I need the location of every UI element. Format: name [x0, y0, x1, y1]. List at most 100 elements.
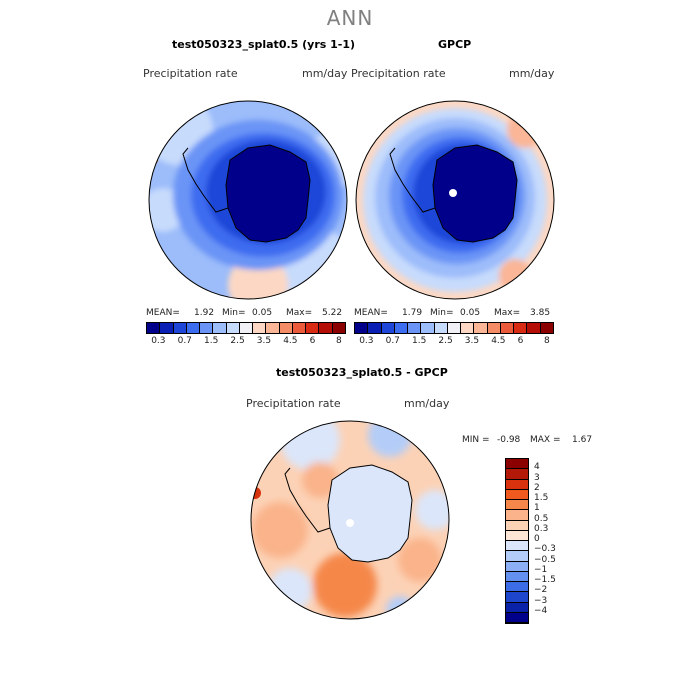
colorbar-swatch [527, 323, 541, 333]
colorbar-swatch [506, 571, 528, 582]
panel1-max-label: Max= [286, 308, 313, 318]
colorbar-tick-label: 8 [336, 336, 342, 346]
panel3-title: test050323_splat0.5 - GPCP [276, 366, 448, 379]
colorbar-swatch [474, 323, 488, 333]
panel1-min-value: 0.05 [252, 308, 273, 318]
colorbar-tick-label: 0.3 [151, 336, 166, 346]
colorbar-tick-label: 1.5 [534, 493, 549, 503]
colorbar-swatch [355, 323, 369, 333]
colorbar-swatch [279, 323, 293, 333]
colorbar-swatch [368, 323, 382, 333]
colorbar-tick-label: 3.5 [256, 336, 272, 346]
panel3-max-label: MAX = [530, 435, 561, 445]
panel3-colorbar [505, 458, 529, 624]
panel2-max-value: 3.85 [530, 308, 551, 318]
colorbar-swatch [226, 323, 240, 333]
colorbar-swatch [306, 323, 320, 333]
panel2-max-label: Max= [494, 308, 521, 318]
colorbar-swatch [408, 323, 422, 333]
colorbar-swatch [506, 479, 528, 490]
colorbar-swatch [506, 551, 528, 562]
colorbar-tick-label: 0.3 [534, 523, 549, 534]
colorbar-swatch [447, 323, 462, 333]
colorbar-swatch [434, 323, 448, 333]
panel3-min-value: -0.98 [497, 435, 521, 445]
colorbar-tick-label: 2 [534, 482, 540, 493]
colorbar-swatch [506, 520, 528, 531]
colorbar-tick-label: 6 [309, 336, 316, 346]
colorbar-swatch [147, 323, 161, 333]
colorbar-swatch [239, 323, 254, 333]
colorbar-tick-label: −0.5 [534, 554, 556, 565]
colorbar-swatch [506, 561, 528, 572]
panel2-mean-value: 1.79 [402, 308, 423, 318]
colorbar-tick-label: −1.5 [534, 575, 556, 585]
colorbar-swatch [514, 323, 528, 333]
colorbar-swatch [506, 612, 528, 623]
colorbar-swatch [506, 530, 528, 541]
colorbar-swatch [381, 323, 395, 333]
colorbar-swatch [506, 459, 528, 470]
panel2-units: mm/day [509, 67, 555, 80]
colorbar-swatch [200, 323, 214, 333]
colorbar-tick-label: 1.5 [204, 336, 219, 346]
colorbar-tick-label: 4 [534, 462, 540, 473]
panel1-units: mm/day [302, 67, 348, 80]
colorbar-swatch [506, 510, 528, 521]
colorbar-swatch [506, 541, 528, 552]
colorbar-tick-label: 3 [534, 472, 540, 483]
colorbar-tick-label: 2.5 [438, 336, 453, 346]
colorbar-swatch [266, 323, 280, 333]
panel3-units: mm/day [404, 397, 450, 410]
panel1-title: test050323_splat0.5 (yrs 1-1) [172, 38, 356, 51]
panel2-mean-label: MEAN= [354, 308, 388, 318]
colorbar-swatch [253, 323, 267, 333]
panel2-polar-map [355, 100, 555, 300]
panel1-variable: Precipitation rate [143, 67, 238, 80]
colorbar-tick-label: −4 [534, 605, 548, 616]
colorbar-swatch [160, 323, 174, 333]
colorbar-tick-label: 0.3 [359, 336, 374, 346]
colorbar-swatch [173, 323, 187, 333]
colorbar-tick-label: 6 [517, 336, 524, 346]
colorbar-swatch [506, 469, 528, 480]
panel3-max-value: 1.67 [572, 435, 593, 445]
panel2-min-label: Min= [430, 308, 454, 318]
panel3-variable: Precipitation rate [246, 397, 341, 410]
colorbar-tick-label: 0 [534, 534, 540, 544]
colorbar-swatch [292, 323, 307, 333]
panel3-min-label: MIN = [462, 435, 490, 445]
colorbar-tick-label: 0.7 [385, 336, 400, 346]
colorbar-swatch [421, 323, 435, 333]
panel1-min-label: Min= [222, 308, 246, 318]
colorbar-tick-label: 3.5 [464, 336, 480, 346]
panel2-min-value: 0.05 [460, 308, 481, 318]
panel2-colorbar [354, 322, 554, 334]
colorbar-tick-label: 8 [544, 336, 550, 346]
colorbar-tick-label: 0.5 [534, 513, 549, 524]
panel2-variable: Precipitation rate [351, 67, 446, 80]
colorbar-swatch [500, 323, 515, 333]
colorbar-tick-label: 1 [534, 503, 540, 514]
colorbar-tick-label: −1 [534, 564, 548, 575]
colorbar-tick-label: −2 [534, 585, 548, 596]
colorbar-tick-label: 4.5 [491, 336, 506, 346]
colorbar-tick-label: −0.3 [534, 544, 556, 555]
colorbar-swatch [461, 323, 475, 333]
colorbar-swatch [506, 582, 528, 593]
colorbar-tick-label: 4.5 [283, 336, 298, 346]
colorbar-swatch [186, 323, 201, 333]
colorbar-swatch [506, 592, 528, 603]
panel3-polar-map [250, 420, 450, 620]
figure-title: ANN [326, 6, 374, 30]
colorbar-swatch [506, 489, 528, 500]
colorbar-tick-label: 2.5 [230, 336, 245, 346]
colorbar-tick-label: 1.5 [412, 336, 427, 346]
panel1-mean-label: MEAN= [146, 308, 180, 318]
panel2-title: GPCP [438, 38, 472, 51]
colorbar-swatch [506, 500, 528, 511]
panel1-colorbar [146, 322, 346, 334]
panel1-max-value: 5.22 [322, 308, 343, 318]
panel1-mean-value: 1.92 [194, 308, 215, 318]
colorbar-swatch [213, 323, 227, 333]
